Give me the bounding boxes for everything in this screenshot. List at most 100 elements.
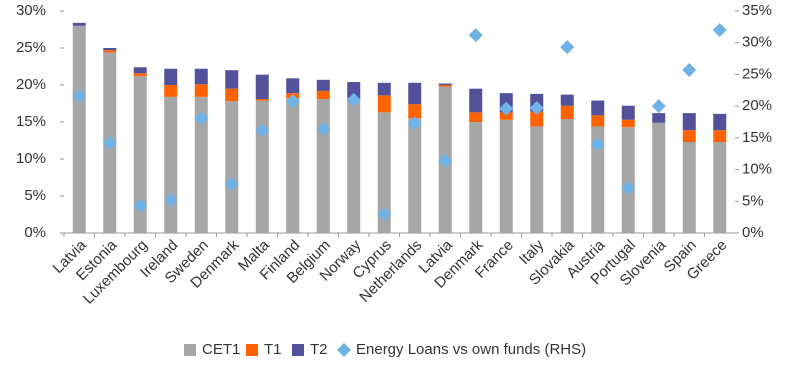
bar-segment	[286, 98, 300, 233]
y2-tick-label: 15%	[742, 129, 772, 146]
bar-segment	[225, 101, 239, 233]
bar-segment	[225, 88, 239, 102]
legend-label: Energy Loans vs own funds (RHS)	[356, 341, 586, 358]
marker	[102, 135, 117, 150]
bar-segment	[438, 83, 452, 85]
marker	[255, 123, 270, 138]
y-tick-label: 5%	[24, 187, 46, 204]
bar-segment	[560, 94, 574, 106]
marker	[224, 177, 239, 192]
marker	[560, 40, 575, 55]
bar-segment	[591, 126, 605, 233]
marker	[163, 193, 178, 208]
marker	[712, 23, 727, 38]
legend-label: T2	[310, 341, 328, 358]
bar-segment	[133, 76, 147, 234]
bar-segment	[438, 85, 452, 87]
bar-segment	[469, 88, 483, 113]
y2-tick-label: 30%	[742, 34, 772, 51]
bar-segment	[103, 48, 117, 51]
bar-segment	[225, 70, 239, 89]
y2-tick-label: 10%	[742, 161, 772, 178]
marker	[377, 206, 392, 221]
bar-segment	[103, 50, 117, 53]
bar-segment	[408, 104, 422, 119]
y-tick-label: 15%	[16, 113, 46, 130]
bar-segment	[682, 141, 696, 233]
legend-marker	[184, 344, 196, 356]
marker	[346, 92, 361, 107]
bar-segment	[591, 115, 605, 127]
bar-segment	[255, 99, 269, 101]
bar-segment	[530, 126, 544, 233]
marker	[468, 28, 483, 43]
marker	[316, 121, 331, 136]
marker	[621, 180, 636, 195]
legend-marker	[292, 344, 304, 356]
bar-segment	[286, 78, 300, 94]
bar-segment	[194, 84, 208, 97]
bar-segment	[621, 127, 635, 233]
marker	[407, 116, 422, 131]
bar-segment	[347, 82, 361, 99]
bar-segment	[469, 122, 483, 233]
bar-segment	[377, 112, 391, 233]
bar-segment	[713, 113, 727, 131]
legend-marker	[246, 344, 258, 356]
bar-segment	[316, 90, 330, 100]
y2-tick-label: 20%	[742, 97, 772, 114]
y2-tick-label: 0%	[742, 224, 764, 241]
marker	[682, 62, 697, 77]
marker	[590, 137, 605, 152]
bar-segment	[164, 85, 178, 97]
bar-segment	[713, 130, 727, 142]
bar-segment	[560, 119, 574, 233]
bar-segment	[164, 68, 178, 85]
bar-segment	[347, 100, 361, 233]
marker	[438, 153, 453, 168]
legend-marker	[337, 343, 351, 357]
y2-tick-label: 5%	[742, 192, 764, 209]
bar-segment	[499, 119, 513, 233]
legend-label: T1	[264, 341, 282, 358]
bar-segment	[316, 99, 330, 233]
marker	[651, 99, 666, 114]
bar-segment	[255, 74, 269, 100]
bar-segment	[377, 95, 391, 113]
y-tick-label: 25%	[16, 39, 46, 56]
bar-segment	[621, 105, 635, 120]
marker	[499, 101, 514, 116]
bar-segment	[682, 130, 696, 142]
bar-segment	[408, 118, 422, 233]
marker	[133, 198, 148, 213]
bar-segment	[316, 79, 330, 91]
bar-segment	[72, 25, 86, 233]
y-tick-label: 20%	[16, 76, 46, 93]
bar-segment	[377, 82, 391, 96]
bar-segment	[530, 111, 544, 127]
bar-segment	[682, 113, 696, 131]
bar-segment	[469, 112, 483, 122]
y-tick-label: 30%	[16, 2, 46, 19]
bar-segment	[72, 22, 86, 26]
y-tick-label: 10%	[16, 150, 46, 167]
marker	[194, 111, 209, 126]
legend-label: CET1	[202, 341, 240, 358]
bar-segment	[621, 119, 635, 128]
bar-segment	[591, 100, 605, 116]
marker	[285, 94, 300, 109]
marker	[529, 101, 544, 116]
marker	[72, 88, 87, 103]
y2-tick-label: 25%	[742, 65, 772, 82]
y-tick-label: 0%	[24, 224, 46, 241]
bar-segment	[164, 96, 178, 233]
bar-segment	[194, 96, 208, 233]
bar-segment	[499, 112, 513, 120]
bar-segment	[713, 141, 727, 233]
bar-segment	[652, 122, 666, 233]
bar-segment	[133, 73, 147, 77]
bar-segment	[133, 67, 147, 74]
bar-segment	[652, 113, 666, 123]
bar-segment	[408, 82, 422, 105]
